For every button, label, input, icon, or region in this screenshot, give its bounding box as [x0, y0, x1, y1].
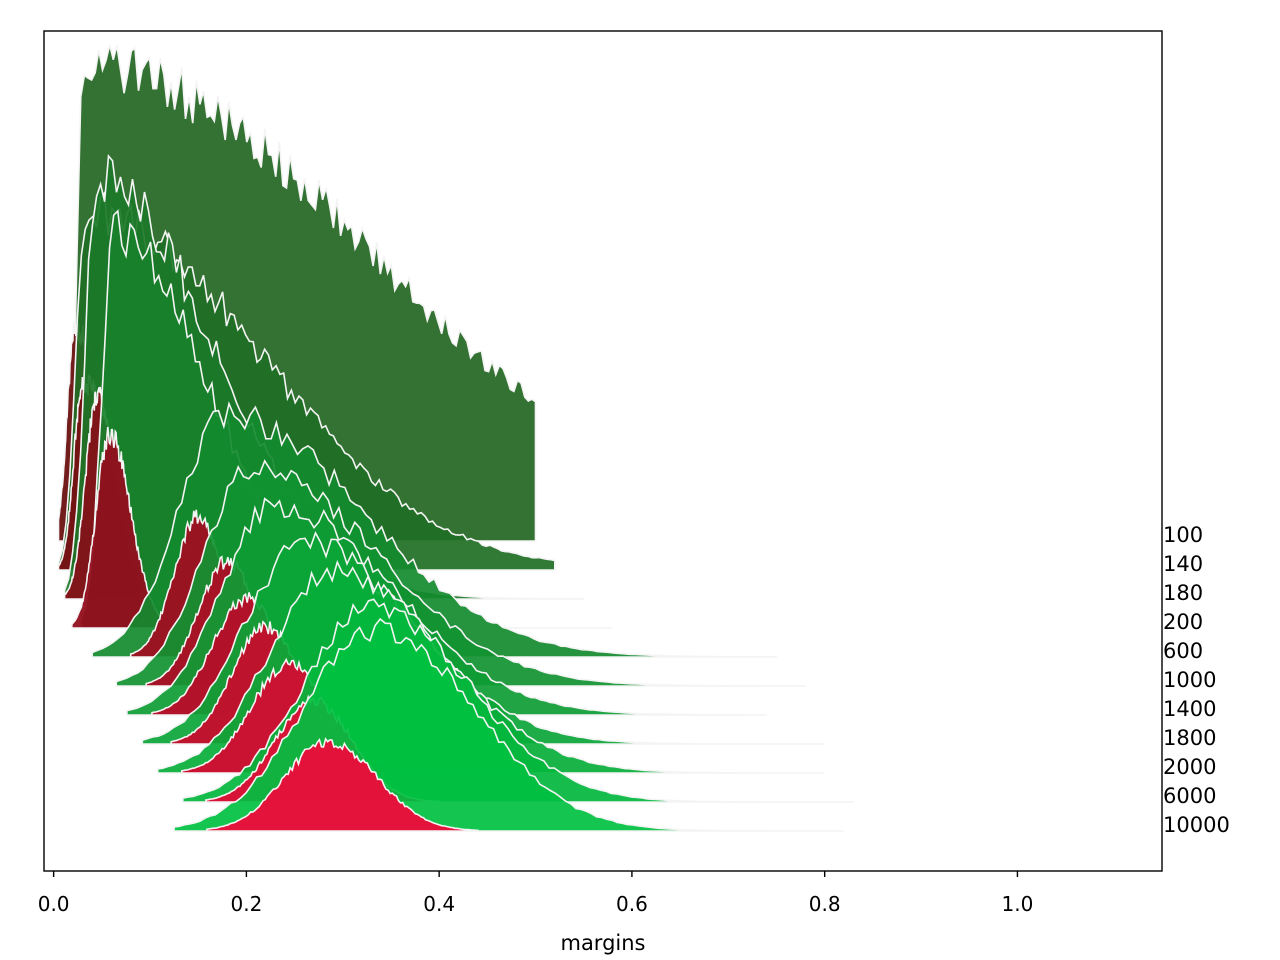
- ridges-layer: [57, 44, 854, 832]
- row-label-1400: 1400: [1163, 697, 1216, 721]
- row-labels: 100 140 180 200 600 1000 1400 1800 2000 6000 10000: [1163, 523, 1230, 837]
- row-label-1800: 1800: [1163, 726, 1216, 750]
- plot-frame: [43, 30, 1163, 872]
- row-label-180: 180: [1163, 581, 1203, 605]
- red-density-10000: [206, 737, 479, 832]
- x-tick-label: 0.8: [809, 892, 841, 916]
- row-label-10000: 10000: [1163, 813, 1230, 837]
- ridge-row-10000: [173, 617, 844, 832]
- x-tick-label: 1.0: [1002, 892, 1034, 916]
- row-label-100: 100: [1163, 523, 1203, 547]
- row-label-2000: 2000: [1163, 755, 1216, 779]
- x-axis: 0.0 0.2 0.4 0.6 0.8 1.0: [38, 871, 1034, 916]
- x-tick-label: 0.2: [230, 892, 262, 916]
- x-axis-label: margins: [560, 931, 645, 955]
- row-label-600: 600: [1163, 639, 1203, 663]
- row-label-6000: 6000: [1163, 784, 1216, 808]
- row-label-140: 140: [1163, 552, 1203, 576]
- x-tick-label: 0.4: [423, 892, 455, 916]
- row-label-1000: 1000: [1163, 668, 1216, 692]
- row-label-200: 200: [1163, 610, 1203, 634]
- x-tick-label: 0.0: [38, 892, 70, 916]
- x-tick-label: 0.6: [616, 892, 648, 916]
